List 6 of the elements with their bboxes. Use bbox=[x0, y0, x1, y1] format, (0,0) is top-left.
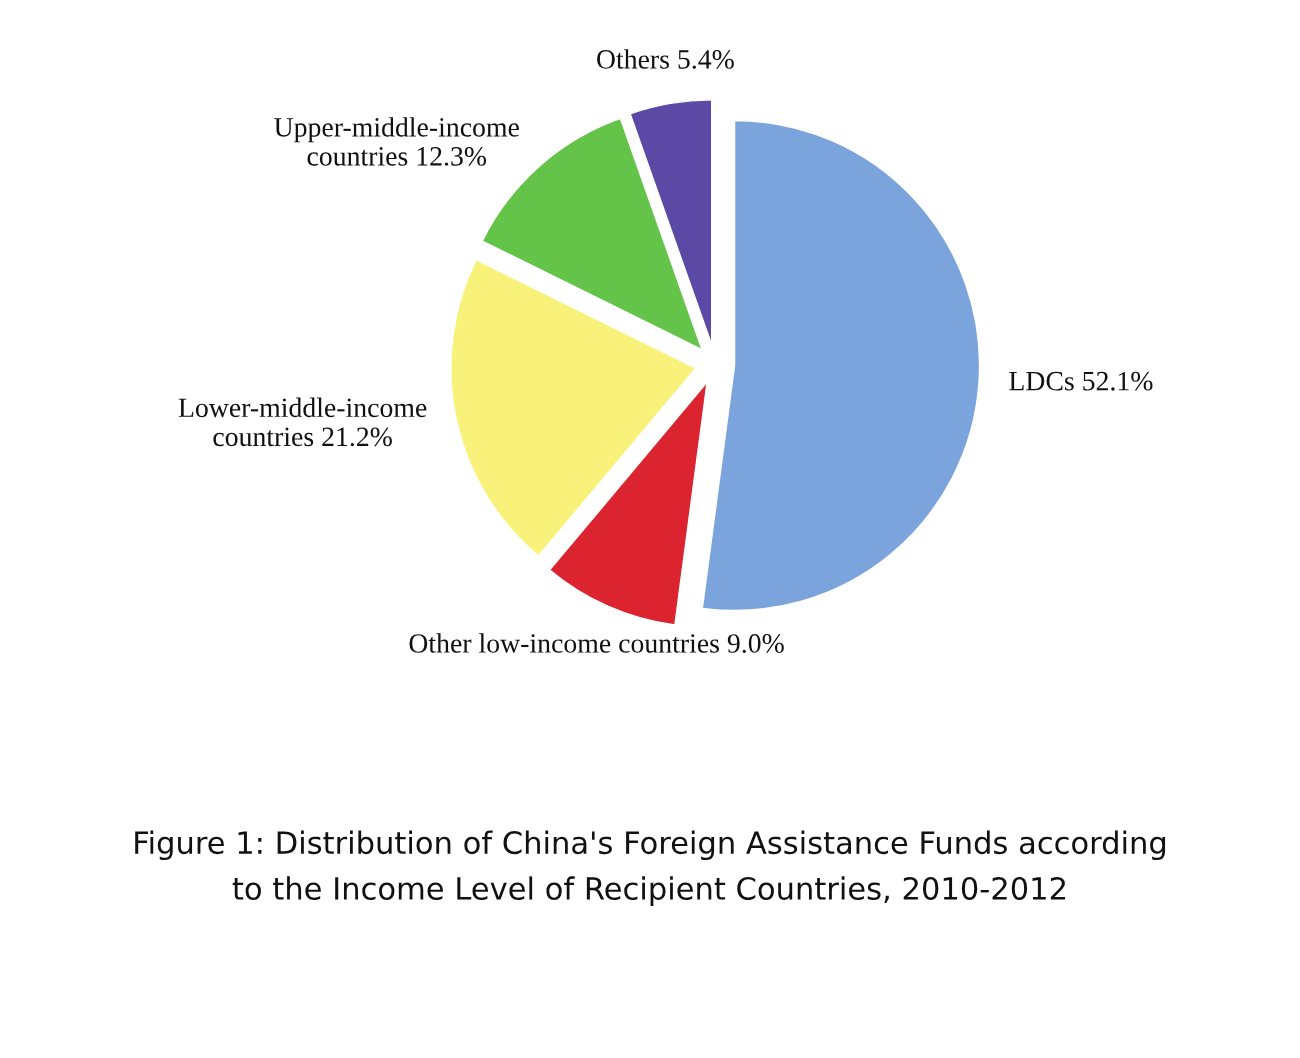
slice-label: Lower-middle-income countries 21.2% bbox=[178, 397, 427, 447]
slice-label: Other low-income countries 9.0% bbox=[409, 633, 784, 653]
slice-label: Others 5.4% bbox=[597, 49, 734, 69]
slice-label: Upper-middle-income countries 12.3% bbox=[274, 117, 519, 166]
text: Figure 1: Distribution of China's Foreign Assistance Funds according to the Income Level of Recipient Countries, 2010-2012 bbox=[135, 830, 1166, 906]
slice-label: LDCs 52.1% bbox=[1009, 371, 1153, 391]
